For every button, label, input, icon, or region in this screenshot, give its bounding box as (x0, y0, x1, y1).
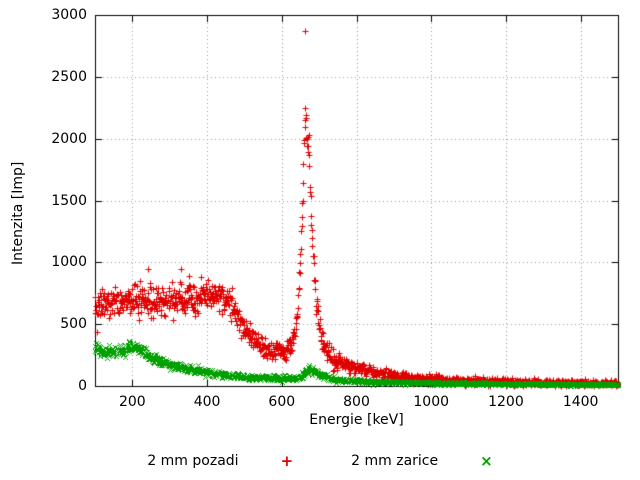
y-tick-label: 500 (60, 316, 87, 333)
legend-item-pozadi: 2 mm pozadi + (147, 452, 293, 470)
cross-marker-icon: × (480, 452, 493, 470)
x-tick-label: 800 (343, 394, 370, 410)
x-tick-label: 1000 (413, 394, 450, 410)
y-tick-label: 3000 (51, 7, 87, 23)
legend: 2 mm pozadi + 2 mm zarice × (0, 452, 640, 470)
y-tick-label: 0 (78, 378, 87, 394)
y-axis-label: Intenzita [Imp] (10, 161, 26, 265)
x-axis-label: Energie [keV] (309, 412, 404, 428)
y-tick-label: 2500 (51, 68, 87, 85)
legend-label-pozadi: 2 mm pozadi (147, 453, 239, 469)
x-tick-label: 400 (193, 394, 221, 410)
x-tick-label: 1200 (488, 394, 524, 410)
legend-label-zarice: 2 mm zarice (351, 453, 439, 469)
legend-item-zarice: 2 mm zarice × (351, 452, 493, 470)
x-tick-label: 1400 (562, 394, 599, 410)
plus-marker-icon: + (280, 452, 294, 470)
y-tick-label: 1000 (51, 254, 87, 271)
y-tick-label: 2000 (51, 130, 87, 147)
x-tick-label: 200 (118, 394, 146, 410)
y-tick-label: 1500 (51, 192, 87, 209)
x-tick-label: 600 (268, 394, 296, 410)
